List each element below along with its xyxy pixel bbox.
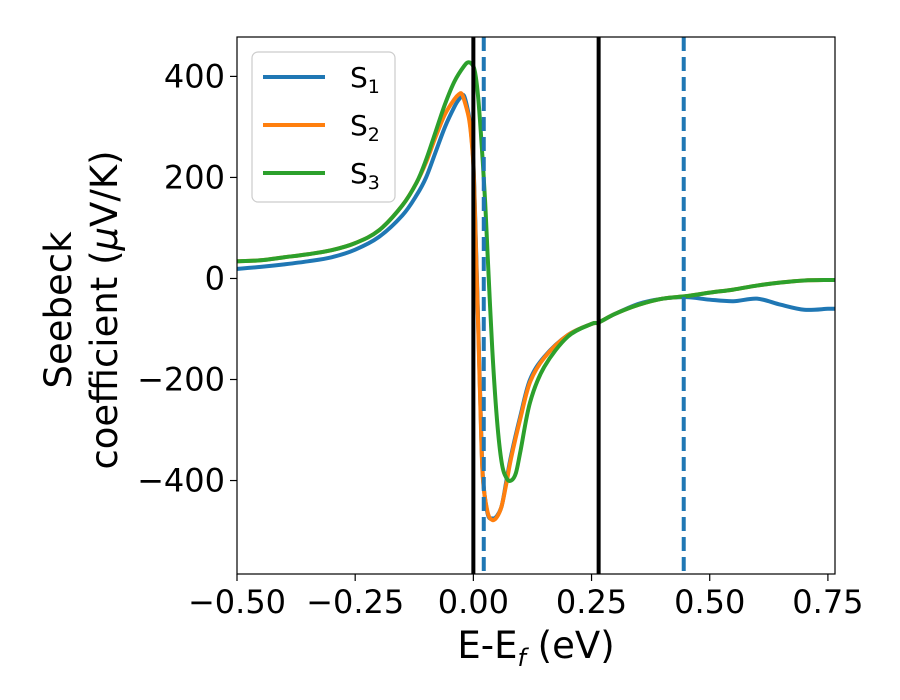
legend-label-s2-base: S bbox=[350, 109, 368, 142]
y-axis-title-mu: μ bbox=[83, 227, 126, 252]
x-axis-title-tail: (eV) bbox=[526, 624, 615, 667]
axis-ticks: −0.50 −0.25 0.00 0.25 0.50 0.75 400 200 0 −200 −40… bbox=[137, 57, 863, 621]
legend: S1 S2 S3 bbox=[251, 51, 396, 203]
y-tick-label-3: −200 bbox=[137, 361, 225, 399]
y-tick-label-2: 0 bbox=[205, 259, 225, 297]
legend-label-s2: S2 bbox=[350, 109, 380, 146]
y-tick-label-0: 400 bbox=[164, 57, 225, 95]
x-axis-title: E-Ef (eV) bbox=[457, 624, 614, 672]
y-tick-label-4: −400 bbox=[137, 462, 225, 500]
legend-label-s3-base: S bbox=[350, 157, 368, 190]
y-tick-label-1: 200 bbox=[164, 158, 225, 196]
legend-label-s2-sub: 2 bbox=[368, 124, 380, 146]
y-axis-title-line1: Seebeck bbox=[37, 231, 80, 389]
legend-label-s3: S3 bbox=[350, 157, 380, 194]
legend-label-s3-sub: 3 bbox=[368, 172, 380, 194]
y-axis-title: Seebeck coefficient (μV/K) bbox=[37, 150, 126, 469]
legend-label-s1-sub: 1 bbox=[368, 76, 380, 98]
x-tick-label-3: 0.25 bbox=[556, 583, 627, 621]
x-tick-label-0: −0.50 bbox=[188, 583, 286, 621]
x-tick-label-1: −0.25 bbox=[306, 583, 404, 621]
plot-frame bbox=[236, 36, 836, 575]
y-axis-title-pre: coefficient ( bbox=[83, 250, 126, 469]
legend-label-s1: S1 bbox=[350, 61, 380, 98]
x-tick-label-4: 0.50 bbox=[674, 583, 745, 621]
y-axis-title-line2: coefficient (μV/K) bbox=[83, 150, 126, 469]
series-line-s3 bbox=[237, 60, 835, 483]
x-tick-label-5: 0.75 bbox=[792, 583, 863, 621]
y-axis-title-post: V/K) bbox=[83, 150, 126, 226]
x-tick-label-2: 0.00 bbox=[438, 583, 509, 621]
plot-lines bbox=[237, 37, 835, 574]
legend-label-s1-base: S bbox=[350, 61, 368, 94]
x-axis-title-base: E-E bbox=[457, 624, 517, 667]
